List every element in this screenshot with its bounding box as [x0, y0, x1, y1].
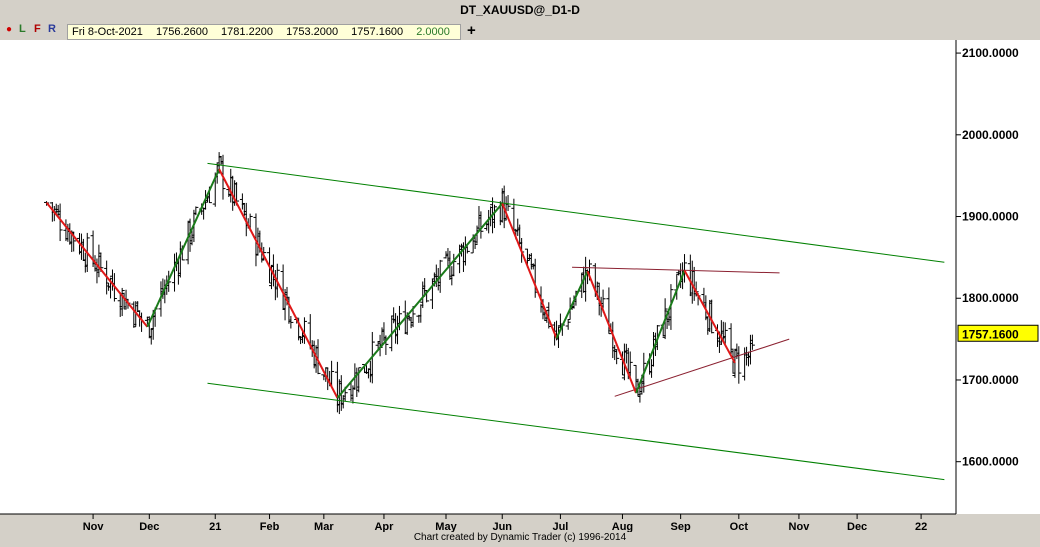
info-range: 2.0000 — [416, 26, 450, 38]
ohlc-bar — [315, 339, 321, 375]
ohlc-bar — [57, 203, 63, 242]
swing-line — [336, 202, 504, 399]
ohlc-bar — [135, 301, 141, 313]
ohlc-bar — [614, 349, 620, 365]
swing-line — [218, 168, 339, 399]
info-close: 1757.1600 — [351, 26, 404, 38]
ohlc-bar — [565, 319, 571, 330]
swing-line — [501, 203, 558, 339]
price-axis: 2100.0000 2000.0000 1900.0000 1800.0000 1700… — [956, 46, 1019, 469]
window-title: DT_XAUUSD@_D1-D — [460, 3, 580, 17]
x-tick-label: Jul — [552, 521, 568, 532]
toolbar: ● L F R Fri 8-Oct-2021 1756.2600 1781.22… — [0, 22, 1040, 40]
price-axis-area — [956, 40, 1040, 514]
info-high: 1781.2200 — [221, 26, 274, 38]
x-tick-label: Nov — [83, 521, 105, 532]
ohlc-bar — [119, 287, 125, 317]
swing-line — [635, 270, 686, 394]
ohlc-bar — [722, 322, 728, 345]
trendlines — [207, 162, 945, 481]
trendline[interactable] — [207, 162, 945, 263]
ohlc-bar — [193, 206, 199, 216]
swing-line — [45, 202, 149, 328]
x-tick-label: Apr — [374, 521, 394, 532]
ohlc-bar — [736, 346, 742, 384]
x-tick-label: Nov — [789, 521, 811, 532]
swing-line — [683, 269, 736, 364]
ohlc-bar — [749, 334, 755, 350]
ohlc-bar — [383, 335, 389, 355]
toolbar-button-r[interactable]: R — [48, 23, 56, 35]
y-tick-label: 1900.0000 — [962, 210, 1019, 224]
y-tick-label: 1800.0000 — [962, 291, 1019, 305]
ohlc-bar — [491, 204, 497, 229]
time-axis: Nov Dec 21 Feb Mar Apr May Jun Jul Aug Sep Oct Nov De… — [83, 514, 927, 532]
record-dot-icon[interactable]: ● — [6, 24, 13, 35]
x-tick-label: May — [435, 521, 457, 532]
x-tick-label: 21 — [209, 521, 221, 532]
swing-line — [555, 270, 589, 339]
ohlc-bar — [728, 323, 734, 356]
x-tick-label: Sep — [671, 521, 691, 532]
ohlc-bar — [709, 299, 715, 334]
y-tick-label: 2100.0000 — [962, 46, 1019, 60]
last-price-box — [957, 324, 1039, 342]
info-date: Fri 8-Oct-2021 — [72, 26, 143, 38]
plot-area[interactable] — [0, 40, 956, 514]
info-low: 1753.2000 — [286, 26, 339, 38]
last-price-label: 1757.1600 — [962, 327, 1019, 341]
y-tick-label: 2000.0000 — [962, 128, 1019, 142]
swing-line — [146, 168, 221, 328]
toolbar-button-l[interactable]: L — [19, 23, 26, 35]
x-tick-label: Oct — [730, 521, 749, 532]
trendline[interactable] — [614, 338, 790, 397]
x-tick-label: 22 — [915, 521, 927, 532]
y-tick-label: 1600.0000 — [962, 455, 1019, 469]
x-tick-label: Dec — [139, 521, 159, 532]
x-tick-label: Aug — [612, 521, 633, 532]
trendline[interactable] — [572, 266, 780, 274]
ohlc-bar — [288, 315, 294, 329]
last-price-marker: 1757.1600 — [957, 324, 1039, 342]
trendline[interactable] — [207, 382, 945, 481]
y-tick-label: 1700.0000 — [962, 373, 1019, 387]
x-tick-label: Mar — [314, 521, 334, 532]
bar-info-box: Fri 8-Oct-2021 1756.2600 1781.2200 1753.… — [67, 24, 461, 40]
ohlc-bar — [478, 211, 484, 239]
add-plus-icon[interactable]: + — [467, 22, 476, 39]
info-open: 1756.2600 — [155, 26, 208, 38]
x-tick-label: Feb — [260, 521, 280, 532]
toolbar-button-f[interactable]: F — [34, 23, 41, 35]
ohlc-bar — [612, 345, 618, 361]
price-chart[interactable]: 2100.0000 2000.0000 1900.0000 1800.0000 1700… — [0, 40, 1040, 532]
footer-credit: Chart created by Dynamic Trader (c) 1996… — [413, 532, 627, 543]
x-tick-label: Dec — [847, 521, 867, 532]
x-tick-label: Jun — [492, 521, 512, 532]
swing-zigzag — [45, 168, 736, 399]
swing-line — [586, 270, 637, 394]
